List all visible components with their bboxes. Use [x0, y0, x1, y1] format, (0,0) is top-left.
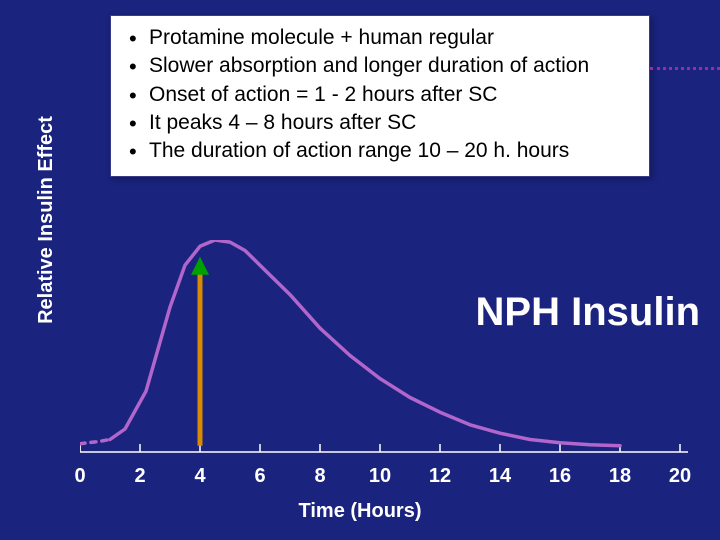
x-tick-label: 4: [194, 465, 205, 488]
bullet-item: The duration of action range 10 – 20 h. …: [125, 137, 635, 165]
bullet-item: Onset of action = 1 - 2 hours after SC: [125, 81, 635, 109]
x-axis-label: Time (Hours): [0, 500, 720, 523]
bullet-item: Protamine molecule + human regular: [125, 24, 635, 52]
curve-group: [80, 240, 620, 446]
x-tick-label: 0: [74, 465, 85, 488]
x-tick-label: 2: [134, 465, 145, 488]
slide: Protamine molecule + human regular Slowe…: [0, 0, 720, 540]
chart-svg: [80, 240, 700, 460]
dotted-accent-line: [650, 67, 720, 70]
x-tick-label: 8: [314, 465, 325, 488]
info-box: Protamine molecule + human regular Slowe…: [110, 15, 650, 177]
y-axis-label: Relative Insulin Effect: [35, 70, 58, 370]
x-tick-label: 18: [609, 465, 631, 488]
x-tick-label: 10: [369, 465, 391, 488]
x-tick-label: 14: [489, 465, 511, 488]
arrow-group: [191, 257, 209, 446]
x-ticks: 02468101214161820: [80, 465, 700, 495]
x-tick-label: 12: [429, 465, 451, 488]
x-tick-label: 16: [549, 465, 571, 488]
bullet-item: Slower absorption and longer duration of…: [125, 52, 635, 80]
bullet-list: Protamine molecule + human regular Slowe…: [125, 24, 635, 166]
x-tick-label: 20: [669, 465, 691, 488]
bullet-item: It peaks 4 – 8 hours after SC: [125, 109, 635, 137]
x-tick-label: 6: [254, 465, 265, 488]
